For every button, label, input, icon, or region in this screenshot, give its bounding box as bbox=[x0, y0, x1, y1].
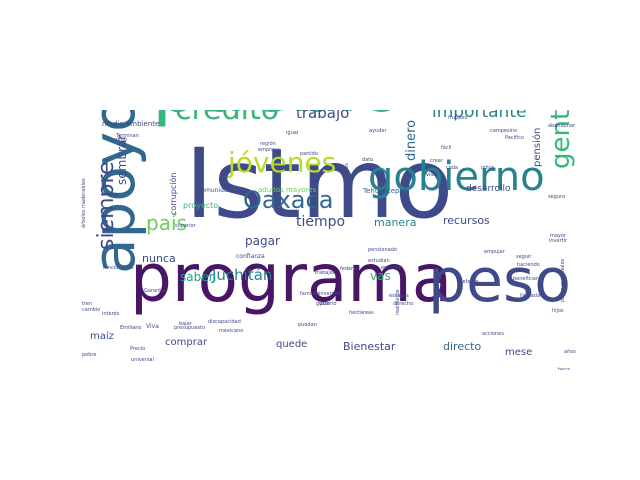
cloud-word: superior bbox=[175, 222, 196, 229]
cloud-word: gobierno bbox=[368, 154, 545, 201]
cloud-word: presupuesto bbox=[174, 324, 206, 331]
cloud-word: Terminan bbox=[116, 132, 139, 139]
cloud-word: país bbox=[146, 210, 187, 235]
cloud-word: fácil bbox=[441, 144, 452, 151]
cloud-word: pensionado bbox=[368, 246, 397, 253]
cloud-word: quede bbox=[276, 338, 308, 350]
cloud-word: adultos mayores bbox=[258, 186, 317, 195]
cloud-word: inversión bbox=[319, 290, 342, 297]
cloud-word: proyecto bbox=[183, 201, 219, 211]
cloud-word: comprar bbox=[165, 336, 208, 348]
cloud-word: Viva bbox=[146, 323, 159, 331]
cloud-word: seguro bbox=[548, 193, 566, 200]
cloud-word: partido bbox=[300, 150, 318, 157]
cloud-word: puedan bbox=[298, 321, 317, 328]
cloud-word: recursos bbox=[443, 213, 490, 227]
cloud-word: cambio bbox=[82, 306, 101, 313]
cloud-word: digo bbox=[116, 136, 127, 143]
cloud-word: cada bbox=[446, 164, 459, 171]
cloud-word: pagar bbox=[245, 234, 280, 249]
cloud-word: crédito bbox=[175, 110, 279, 125]
cloud-word: árboles maderables bbox=[81, 178, 87, 228]
cloud-word: pobre bbox=[82, 351, 97, 358]
cloud-word: niños bbox=[481, 164, 495, 171]
cloud-word: dinero bbox=[404, 120, 419, 162]
cloud-word: interés bbox=[102, 310, 120, 317]
cloud-word: Juchitán bbox=[212, 265, 273, 284]
cloud-word: Bienestar bbox=[343, 339, 396, 353]
cloud-word: crear bbox=[430, 157, 443, 164]
word-cloud: Istmopuebloprogramaapoyopesogobiernocréd… bbox=[80, 110, 578, 370]
cloud-word: corrupción bbox=[169, 172, 178, 216]
cloud-word: trabajo bbox=[296, 110, 350, 122]
cloud-word: pesos mensuales bbox=[560, 258, 566, 302]
cloud-word: Garantía bbox=[144, 287, 166, 294]
cloud-word: beca bbox=[558, 366, 571, 370]
cloud-word: comunidades bbox=[198, 187, 239, 195]
cloud-word: maíz bbox=[90, 330, 114, 342]
cloud-word: elefante bbox=[458, 278, 479, 285]
cloud-word: campesino bbox=[490, 127, 518, 134]
cloud-word: Emiliano bbox=[120, 324, 142, 331]
cloud-word: invertir bbox=[549, 237, 568, 244]
cloud-word: beneficiar bbox=[513, 275, 538, 282]
cloud-word: Tehuantepec bbox=[363, 187, 408, 196]
cloud-word: hectáreas bbox=[349, 309, 374, 316]
cloud-word: peso bbox=[428, 245, 571, 316]
cloud-word: Pacífico bbox=[505, 134, 524, 141]
cloud-word: millones bbox=[344, 162, 350, 184]
cloud-word: jóvenes bbox=[228, 146, 337, 180]
cloud-word: saben bbox=[180, 270, 217, 285]
cloud-word: gusto bbox=[316, 300, 330, 307]
cloud-word: entregar bbox=[381, 264, 403, 271]
cloud-word: años bbox=[564, 348, 576, 355]
cloud-word: Istmo bbox=[185, 128, 454, 241]
cloud-word: mexicano bbox=[219, 327, 244, 334]
cloud-word: bajar bbox=[179, 320, 192, 327]
cloud-word: confianza bbox=[236, 253, 265, 261]
cloud-word: directo bbox=[443, 339, 482, 353]
cloud-word: Precio bbox=[130, 345, 146, 352]
cloud-word: haciendo bbox=[517, 261, 540, 268]
cloud-word: vas bbox=[370, 269, 391, 284]
cloud-word: realmente bbox=[395, 289, 401, 315]
cloud-word: región bbox=[260, 140, 276, 147]
cloud-word: vida bbox=[426, 171, 437, 178]
cloud-word: discapacidad bbox=[208, 318, 241, 325]
cloud-word: empujar bbox=[484, 248, 505, 255]
cloud-word: nunca bbox=[142, 251, 176, 265]
cloud-word: familias bbox=[300, 290, 320, 297]
cloud-word: mese bbox=[505, 346, 533, 358]
cloud-word: pueblo bbox=[152, 110, 404, 123]
cloud-word: gente bbox=[546, 110, 576, 169]
cloud-word: universal bbox=[131, 356, 154, 363]
cloud-word: pensión bbox=[532, 127, 543, 167]
cloud-word: dato bbox=[362, 156, 374, 163]
cloud-word: Oaxaca bbox=[243, 186, 334, 215]
cloud-word: federal bbox=[340, 265, 358, 272]
cloud-word: ayuder bbox=[369, 127, 387, 134]
cloud-word: manera bbox=[374, 215, 417, 229]
cloud-word: importante bbox=[432, 110, 527, 123]
cloud-word: acciones bbox=[482, 330, 504, 337]
cloud-word: desarrollo bbox=[466, 183, 511, 194]
cloud-word: escasos bbox=[389, 292, 409, 299]
cloud-word: seguir bbox=[516, 253, 532, 260]
cloud-word: derecho bbox=[393, 300, 414, 307]
cloud-word: mayor bbox=[550, 232, 567, 239]
cloud-word: frutales bbox=[448, 114, 468, 121]
cloud-word: estudian bbox=[368, 257, 390, 264]
cloud-word: hijos bbox=[552, 307, 564, 314]
cloud-word: igual bbox=[286, 129, 299, 136]
cloud-word: llamada bbox=[520, 292, 541, 299]
cloud-word: trabajar bbox=[315, 269, 335, 276]
cloud-word: programa bbox=[130, 239, 453, 317]
cloud-word: puerto bbox=[320, 300, 337, 307]
cloud-word: funcionarios bbox=[103, 264, 134, 271]
cloud-word: tren bbox=[82, 300, 93, 307]
cloud-word: tiempo bbox=[296, 213, 346, 230]
cloud-word: abandonar bbox=[548, 122, 575, 129]
cloud-word: medio ambiente bbox=[102, 120, 160, 129]
cloud-word: empresa bbox=[258, 146, 280, 153]
